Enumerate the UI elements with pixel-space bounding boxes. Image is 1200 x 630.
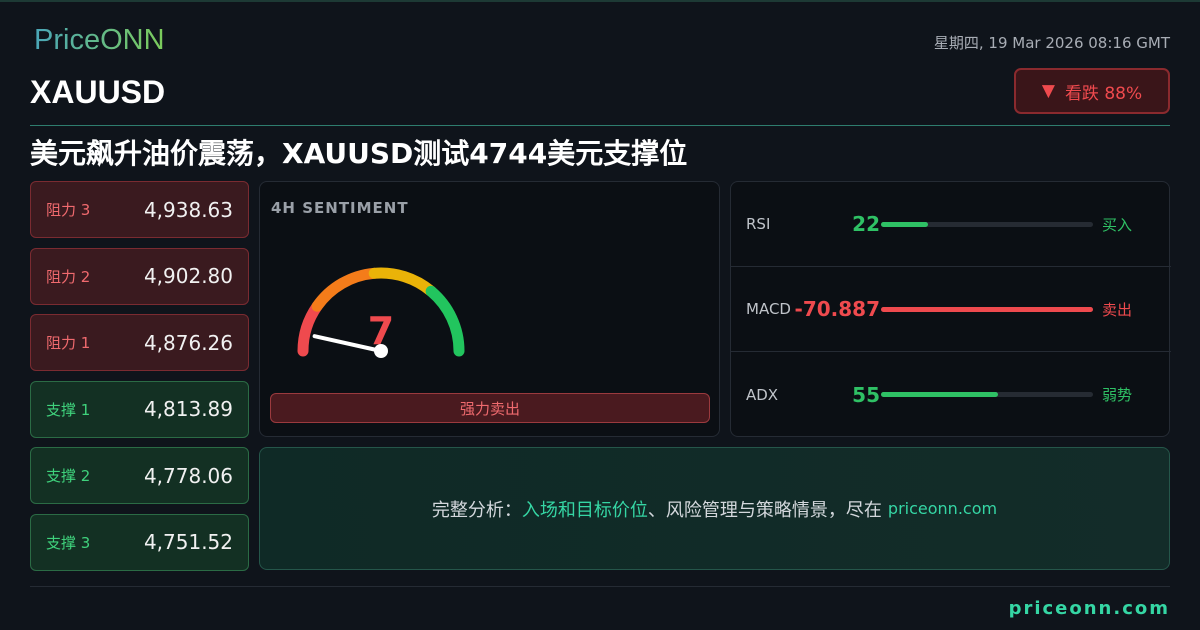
indicator-row-rsi: RSI 22 买入 [731,182,1171,267]
bias-badge: ▼ 看跌 88% [1014,68,1170,114]
level-value: 4,938.63 [143,197,233,222]
indicator-row-adx: ADX 55 弱势 [731,352,1171,437]
indicator-name: MACD [746,300,791,318]
indicator-name: ADX [746,385,779,404]
sentiment-title: 4H SENTIMENT [271,199,409,217]
indicator-value: 55 [852,382,880,407]
level-value: 4,876.26 [143,330,233,355]
cta-highlight: 入场和目标价位 [521,499,648,521]
level-label: 阻力 2 [46,267,91,286]
triangle-down-icon: ▼ [1041,81,1055,101]
level-value: 4,778.06 [143,463,233,488]
indicator-bar [881,392,1093,397]
level-value: 4,902.80 [143,264,233,288]
level-label: 支撑 3 [46,533,91,552]
indicator-bar [881,221,1093,227]
symbol-title: XAUUSD [30,74,166,110]
indicator-name: RSI [746,215,771,233]
gauge-arc-yellow [368,267,437,297]
level-support: 支撑 3 4,751.52 [30,513,249,571]
gauge-pivot [374,344,388,358]
indicator-signal: 弱势 [1102,386,1133,404]
level-label: 阻力 1 [46,334,91,352]
cta-link[interactable]: priceonn.com [887,499,998,518]
indicator-value: 22 [852,212,880,236]
level-support: 支撑 2 4,778.06 [30,447,249,504]
top-border [0,0,1200,2]
cta-rest: 、风险管理与策略情景，尽在 [647,499,882,521]
indicator-bar [881,306,1093,312]
headline: 美元飙升油价震荡，XAUUSD测试4744美元支撑位 [30,137,688,170]
sentiment-gauge: 7 [297,267,465,358]
indicator-signal: 卖出 [1102,300,1133,319]
level-resistance: 阻力 2 4,902.80 [30,247,249,305]
indicator-bar-fill [881,221,928,227]
indicator-row-macd: MACD -70.887 卖出 [731,267,1171,352]
divider [30,125,1170,126]
level-label: 支撑 2 [46,467,91,485]
level-value: 4,813.89 [143,397,233,421]
gauge-arc-green [425,285,465,357]
indicator-bar-fill [881,306,1093,312]
indicator-value: -70.887 [794,297,880,321]
level-support: 支撑 1 4,813.89 [30,380,249,438]
indicator-signal: 买入 [1102,215,1133,234]
indicator-bar-fill [881,392,998,397]
brand-logo: PriceONN [34,24,165,56]
datetime: 星期四, 19 Mar 2026 08:16 GMT [933,34,1170,52]
indicators-panel: RSI 22 买入 MACD -70.887 卖出 ADX 55 弱势 [730,181,1171,437]
sentiment-panel: 4H SENTIMENT 7 强力卖出 [259,181,720,437]
cta-banner[interactable]: 完整分析： 入场和目标价位 、风险管理与策略情景，尽在 priceonn.com [259,447,1170,570]
footer-site-link[interactable]: priceonn.com [1008,598,1170,619]
gauge-arc-red [297,300,323,357]
sentiment-label: 强力卖出 [270,393,710,423]
cta-prefix: 完整分析： [431,499,522,521]
bias-label: 看跌 88% [1064,83,1143,104]
level-label: 阻力 3 [46,201,91,219]
level-resistance: 阻力 1 4,876.26 [30,314,249,371]
footer-divider [30,586,1170,587]
level-resistance: 阻力 3 4,938.63 [30,181,249,238]
level-label: 支撑 1 [46,400,91,419]
level-value: 4,751.52 [143,530,233,554]
gauge-needle [312,334,383,353]
gauge-arc-orange [311,267,380,312]
